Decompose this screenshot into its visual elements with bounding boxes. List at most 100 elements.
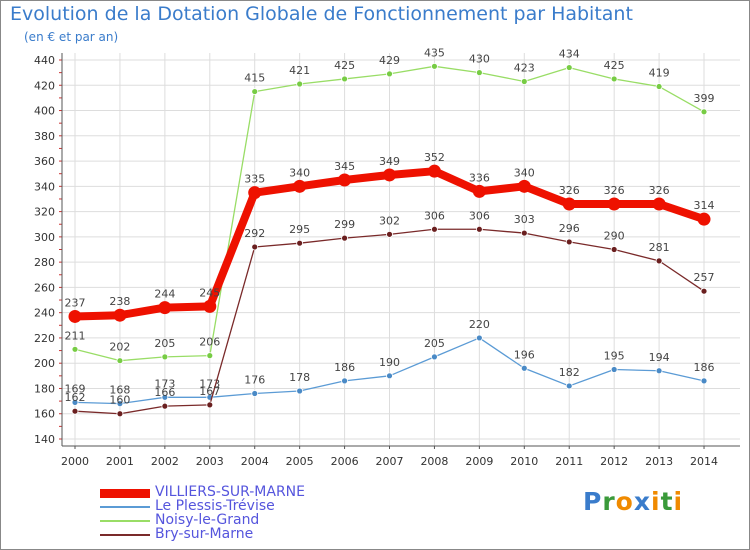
data-label-villiers-sur-marne: 326 bbox=[559, 184, 580, 197]
y-tick-label: 320 bbox=[34, 206, 55, 219]
data-point-noisy-le-grand bbox=[251, 88, 259, 95]
chart-title: Evolution de la Dotation Globale de Fonc… bbox=[10, 3, 633, 25]
data-point-noisy-le-grand bbox=[655, 83, 663, 90]
data-label-bry-sur-marne: 302 bbox=[379, 214, 400, 227]
data-point-villiers-sur-marne bbox=[338, 173, 352, 187]
data-label-bry-sur-marne: 167 bbox=[199, 385, 220, 398]
y-tick-label: 160 bbox=[34, 408, 55, 421]
data-point-le-plessis-trevise bbox=[161, 393, 169, 401]
y-tick-label: 340 bbox=[34, 180, 55, 193]
data-label-le-plessis-trevise: 173 bbox=[154, 377, 175, 390]
data-label-bry-sur-marne: 162 bbox=[65, 391, 86, 404]
data-point-bry-sur-marne bbox=[161, 402, 169, 410]
data-label-bry-sur-marne: 292 bbox=[244, 227, 265, 240]
data-point-le-plessis-trevise bbox=[431, 353, 438, 361]
data-point-bry-sur-marne bbox=[565, 238, 573, 246]
legend-item-villiers: VILLIERS-SUR-MARNE bbox=[100, 484, 360, 500]
x-tick-label: 2013 bbox=[645, 455, 673, 468]
data-point-villiers-sur-marne bbox=[562, 197, 576, 211]
data-label-noisy-le-grand: 425 bbox=[604, 59, 625, 72]
data-label-villiers-sur-marne: 340 bbox=[514, 166, 535, 179]
data-point-villiers-sur-marne bbox=[68, 309, 82, 323]
data-point-bry-sur-marne bbox=[296, 239, 304, 247]
logo-letter: o bbox=[615, 487, 634, 516]
data-point-noisy-le-grand bbox=[206, 352, 214, 360]
x-tick-label: 2004 bbox=[241, 455, 269, 468]
data-label-le-plessis-trevise: 186 bbox=[694, 361, 715, 374]
x-tick-label: 2012 bbox=[600, 455, 628, 468]
data-point-villiers-sur-marne bbox=[293, 179, 307, 193]
data-point-bry-sur-marne bbox=[431, 225, 438, 233]
data-point-bry-sur-marne bbox=[475, 225, 483, 233]
legend-label-noisy: Noisy-le-Grand bbox=[155, 512, 260, 528]
legend-swatch-plessis bbox=[100, 506, 150, 508]
data-label-noisy-le-grand: 211 bbox=[65, 329, 86, 342]
y-tick-label: 240 bbox=[34, 307, 55, 320]
data-point-villiers-sur-marne bbox=[517, 179, 531, 193]
data-label-le-plessis-trevise: 186 bbox=[334, 361, 355, 374]
x-tick-label: 2008 bbox=[420, 455, 448, 468]
data-label-villiers-sur-marne: 345 bbox=[334, 160, 355, 173]
data-point-villiers-sur-marne bbox=[427, 164, 441, 178]
y-tick-label: 220 bbox=[34, 332, 55, 345]
x-tick-label: 2005 bbox=[286, 455, 314, 468]
y-tick-label: 380 bbox=[34, 130, 55, 143]
legend-label-bry: Bry-sur-Marne bbox=[155, 526, 254, 542]
data-label-bry-sur-marne: 303 bbox=[514, 213, 535, 226]
data-label-le-plessis-trevise: 190 bbox=[379, 356, 400, 369]
data-label-noisy-le-grand: 399 bbox=[694, 92, 715, 105]
data-label-le-plessis-trevise: 220 bbox=[469, 318, 490, 331]
data-label-bry-sur-marne: 306 bbox=[424, 209, 445, 222]
data-label-noisy-le-grand: 423 bbox=[514, 61, 535, 74]
x-tick-label: 2014 bbox=[690, 455, 718, 468]
data-point-bry-sur-marne bbox=[655, 257, 663, 265]
data-label-villiers-sur-marne: 335 bbox=[244, 173, 265, 186]
data-point-bry-sur-marne bbox=[700, 287, 708, 295]
x-tick-label: 2006 bbox=[331, 455, 359, 468]
data-point-le-plessis-trevise bbox=[386, 372, 393, 380]
data-label-villiers-sur-marne: 314 bbox=[694, 199, 715, 212]
y-tick-label: 200 bbox=[34, 357, 55, 370]
x-tick-label: 2002 bbox=[151, 455, 179, 468]
data-label-noisy-le-grand: 202 bbox=[109, 341, 130, 354]
x-tick-label: 2011 bbox=[555, 455, 583, 468]
data-point-bry-sur-marne bbox=[206, 401, 214, 409]
data-label-villiers-sur-marne: 238 bbox=[109, 295, 130, 308]
data-label-noisy-le-grand: 421 bbox=[289, 64, 310, 77]
logo-letter: P bbox=[583, 487, 603, 516]
data-label-le-plessis-trevise: 196 bbox=[514, 348, 535, 361]
data-point-villiers-sur-marne bbox=[113, 308, 127, 322]
data-label-le-plessis-trevise: 168 bbox=[109, 384, 130, 397]
legend-swatch-bry bbox=[100, 534, 150, 536]
data-label-villiers-sur-marne: 244 bbox=[154, 288, 175, 301]
y-tick-label: 420 bbox=[34, 79, 55, 92]
legend-item-noisy: Noisy-le-Grand bbox=[100, 512, 360, 528]
x-tick-label: 2001 bbox=[106, 455, 134, 468]
data-point-le-plessis-trevise bbox=[341, 377, 348, 385]
data-label-villiers-sur-marne: 326 bbox=[604, 184, 625, 197]
data-label-villiers-sur-marne: 352 bbox=[424, 151, 445, 164]
data-point-villiers-sur-marne bbox=[158, 301, 172, 315]
data-label-villiers-sur-marne: 237 bbox=[65, 296, 86, 309]
data-label-noisy-le-grand: 435 bbox=[424, 46, 445, 59]
data-point-bry-sur-marne bbox=[71, 407, 79, 415]
legend-swatch-noisy bbox=[100, 520, 150, 522]
data-label-villiers-sur-marne: 336 bbox=[469, 171, 490, 184]
data-point-villiers-sur-marne bbox=[383, 168, 397, 182]
data-label-noisy-le-grand: 205 bbox=[154, 337, 175, 350]
data-label-bry-sur-marne: 290 bbox=[604, 230, 625, 243]
data-point-noisy-le-grand bbox=[520, 78, 528, 85]
logo-letter: i bbox=[651, 487, 661, 516]
logo-letter: t bbox=[660, 487, 674, 516]
data-point-noisy-le-grand bbox=[565, 64, 573, 71]
data-point-noisy-le-grand bbox=[296, 80, 304, 88]
data-point-le-plessis-trevise bbox=[296, 387, 304, 395]
data-point-le-plessis-trevise bbox=[565, 382, 573, 390]
x-tick-label: 2010 bbox=[510, 455, 538, 468]
y-tick-label: 440 bbox=[34, 54, 55, 67]
data-label-villiers-sur-marne: 326 bbox=[649, 184, 670, 197]
y-tick-label: 260 bbox=[34, 281, 55, 294]
data-point-villiers-sur-marne bbox=[607, 197, 621, 211]
data-label-le-plessis-trevise: 169 bbox=[65, 382, 86, 395]
